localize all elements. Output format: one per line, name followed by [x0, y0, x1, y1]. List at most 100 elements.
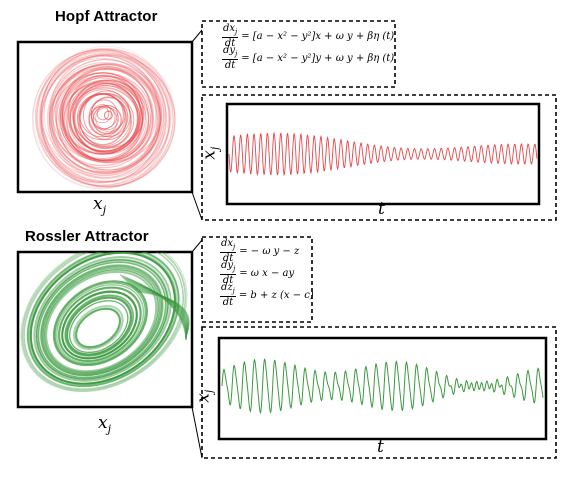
rossler-fold-line [127, 281, 188, 338]
rossler-orbit-ring [36, 259, 169, 380]
rossler-connector-bottom [191, 406, 203, 459]
hopf-orbit-ring [62, 82, 141, 155]
hopf-orbit-ring [48, 68, 161, 173]
rossler-ts-x-label: t [377, 437, 384, 457]
rossler-orbit-ring [56, 284, 144, 364]
rossler-orbit-ring [69, 300, 129, 353]
rossler-title: Rossler Attractor [25, 228, 149, 245]
rossler-orbit-ring [23, 252, 185, 390]
rossler-orbit-ring [21, 252, 187, 392]
rossler-equation-row: dzj dt = b + z (x − c) [220, 281, 314, 308]
hopf-orbit-ring [42, 54, 170, 182]
rossler-orbit-ring [45, 270, 158, 373]
rossler-orbit-ring [28, 252, 178, 386]
rossler-ts-y-label: xj [193, 389, 216, 403]
hopf-phase-x-label: xj [93, 194, 107, 217]
rossler-orbit-ring [66, 296, 132, 356]
hopf-orbit-ring [88, 105, 118, 136]
rossler-fold-line [136, 290, 190, 336]
rossler-orbit-ring [26, 252, 180, 388]
hopf-orbit-ring [40, 53, 176, 187]
hopf-orbit-ring [49, 59, 161, 178]
rossler-equation-row: dyj dt = ω x − ay [220, 259, 295, 286]
rossler-orbit-ring [54, 282, 146, 365]
hopf-orbit-ring [48, 62, 160, 176]
hopf-orbit-ring [40, 52, 165, 175]
rossler-fold-line [128, 283, 188, 338]
hopf-orbit-ring [54, 62, 163, 164]
rossler-orbit-ring [69, 300, 129, 353]
hopf-timeseries-line [228, 131, 538, 177]
hopf-orbit-ring [41, 45, 172, 183]
rossler-orbit-ring [35, 258, 170, 381]
hopf-orbit-ring [82, 90, 131, 141]
rossler-timeseries-line [221, 358, 544, 415]
hopf-orbit-ring [51, 65, 152, 162]
hopf-orbit-ring [60, 75, 151, 163]
hopf-orbit-ring [48, 55, 160, 174]
rossler-orbit-ring [27, 252, 180, 387]
hopf-orbit-ring [36, 48, 167, 184]
hopf-orbit-ring [58, 72, 146, 161]
rossler-timeseries-frame [217, 336, 548, 441]
rossler-orbit-ring [72, 304, 124, 350]
hopf-orbit-ring [39, 49, 172, 183]
rossler-fold-line [122, 277, 187, 340]
hopf-orbit-ring [60, 66, 157, 163]
rossler-fold-line [119, 274, 187, 341]
hopf-orbit-ring [92, 104, 122, 135]
hopf-orbit-ring [58, 68, 158, 173]
hopf-orbit-ring [55, 63, 158, 171]
rossler-orbit-ring [44, 269, 159, 373]
rossler-fold-line [131, 286, 189, 337]
hopf-orbit-ring [31, 48, 171, 190]
hopf-equation-row: dyj dt = [a − x² − y²]y + ω y + βη (t) [222, 44, 395, 71]
rossler-fold-line [133, 287, 189, 337]
hopf-phase-trajectory [31, 45, 176, 190]
hopf-orbit-ring [73, 82, 144, 155]
hopf-ts-x-label: t [378, 199, 385, 219]
rossler-orbit-ring [42, 267, 161, 375]
rossler-orbit-ring [61, 290, 138, 360]
hopf-orbit-ring [74, 89, 131, 147]
rossler-orbit-ring [33, 256, 172, 382]
rossler-orbit-ring [75, 307, 121, 349]
hopf-orbit-ring [60, 68, 153, 162]
hopf-orbit-ring [67, 74, 142, 153]
rossler-orbit-ring [42, 266, 162, 375]
rossler-orbit-ring [52, 280, 148, 367]
hopf-orbit-ring [46, 58, 165, 180]
hopf-orbit-ring [40, 53, 166, 179]
hopf-equation-row: dxj dt = [a − x² − y²]x + ω y + βη (t) [222, 22, 395, 49]
hopf-orbit-ring [52, 71, 154, 169]
hopf-orbit-ring [62, 72, 144, 155]
rossler-fold-line [130, 284, 188, 338]
hopf-orbit-ring [68, 85, 139, 155]
hopf-connector-bottom [191, 191, 203, 221]
hopf-orbit-ring [40, 54, 176, 188]
hopf-orbit-ring [35, 47, 176, 188]
rossler-fold-line [121, 275, 187, 340]
hopf-title: Hopf Attractor [55, 8, 158, 25]
hopf-orbit-ring [66, 80, 150, 162]
hopf-orbit-ring [41, 57, 163, 183]
rossler-orbit-ring [37, 261, 167, 379]
hopf-ts-y-label: xj [199, 146, 222, 160]
hopf-orbit-ring [61, 77, 144, 160]
hopf-orbit-ring [56, 67, 162, 171]
hopf-orbit-ring [39, 48, 174, 188]
hopf-orbit-ring [38, 50, 170, 187]
rossler-orbit-ring [53, 280, 148, 366]
rossler-fold-line [124, 278, 187, 339]
rossler-orbit-ring [36, 259, 169, 380]
hopf-orbit-ring [77, 93, 126, 140]
rossler-timeseries-dashed-box [201, 326, 557, 459]
hopf-orbit-ring [61, 75, 143, 155]
hopf-timeseries-dashed-box [201, 94, 557, 221]
hopf-orbit-ring [73, 85, 141, 153]
rossler-orbit-ring [40, 265, 163, 376]
hopf-orbit-ring [95, 107, 119, 131]
hopf-orbit-ring [69, 87, 139, 152]
hopf-equations: dxj dt = [a − x² − y²]x + ω y + βη (t) dy… [222, 22, 395, 71]
